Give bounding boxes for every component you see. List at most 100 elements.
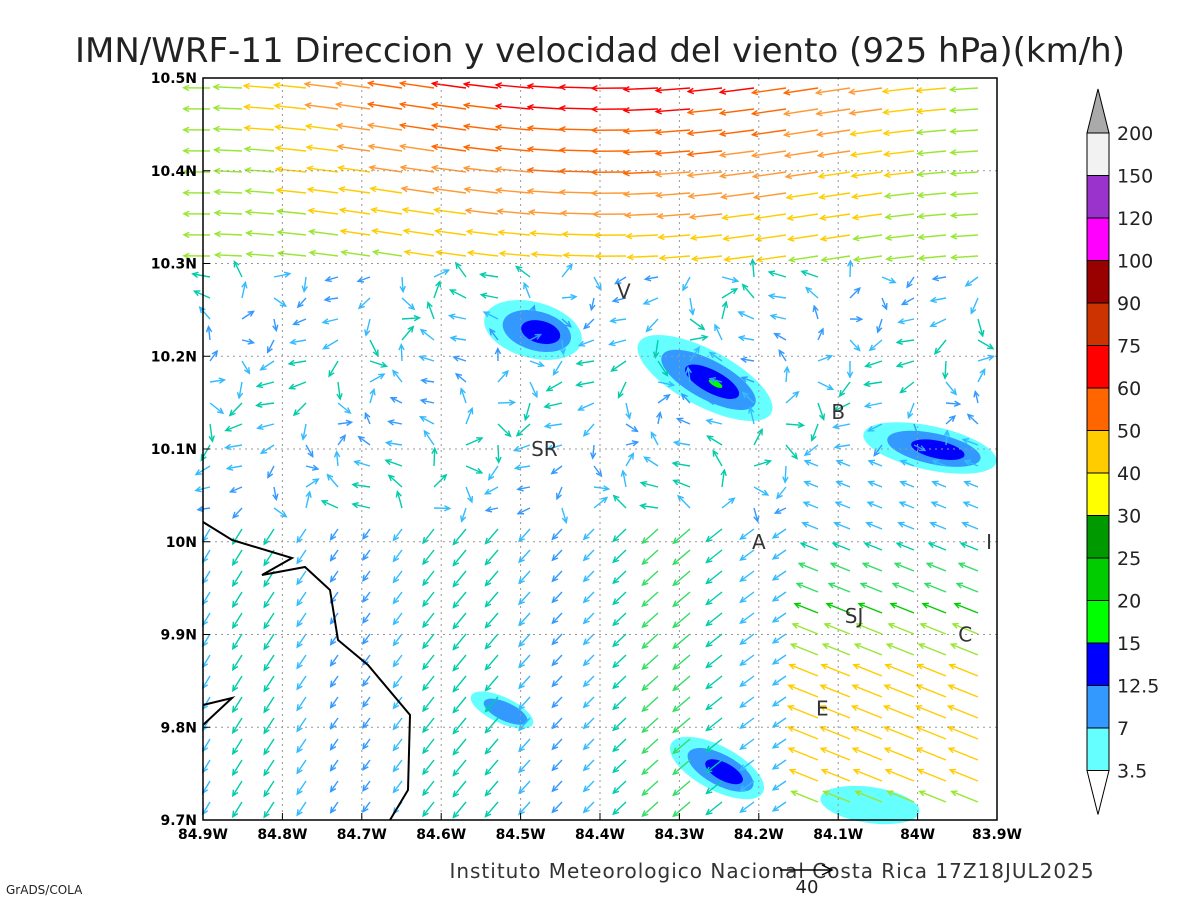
wind-vector <box>363 676 370 686</box>
wind-vector <box>626 441 638 446</box>
wind-vector <box>528 126 562 131</box>
wind-vector <box>740 739 754 749</box>
wind-vector <box>481 273 498 278</box>
wind-vector <box>336 102 370 109</box>
wind-vector <box>773 781 786 790</box>
wind-vector <box>434 506 450 511</box>
wind-vector <box>673 461 690 466</box>
map-title: IMN/WRF-11 Direccion y velocidad del vie… <box>75 31 1125 71</box>
wind-vector <box>865 543 882 550</box>
wind-vector <box>822 769 850 781</box>
wind-vector <box>642 634 658 648</box>
wind-vector <box>402 327 413 340</box>
x-tick-label: 84.5W <box>496 827 546 843</box>
y-tick-label: 10.1N <box>151 442 197 458</box>
wind-vector <box>674 441 690 446</box>
wind-vector <box>792 791 818 802</box>
wind-vector <box>563 232 594 237</box>
wind-vector <box>486 613 498 628</box>
wind-vector <box>917 88 946 93</box>
wind-vector <box>658 395 669 403</box>
wind-vector <box>370 361 387 367</box>
wind-vector <box>210 403 223 413</box>
colorbar-label: 12.5 <box>1117 676 1159 698</box>
wind-vector <box>793 624 818 634</box>
wind-vector <box>613 697 626 709</box>
wind-vector <box>786 445 797 458</box>
wind-vector <box>642 739 658 753</box>
colorbar-swatch <box>1087 601 1109 644</box>
wind-vector <box>456 374 466 382</box>
wind-vector <box>464 103 498 109</box>
wind-vector <box>821 748 850 760</box>
wind-vector <box>918 172 946 177</box>
wind-vector <box>233 739 242 754</box>
wind-vector <box>613 571 626 583</box>
wind-vector <box>689 193 722 199</box>
wind-vector <box>886 769 914 781</box>
wind-vector <box>325 297 338 302</box>
wind-vector <box>584 655 594 665</box>
wind-vector <box>829 583 850 592</box>
wind-vector <box>468 251 498 256</box>
wind-vector <box>264 655 274 670</box>
wind-vector <box>203 571 210 583</box>
wind-vector <box>193 272 210 277</box>
colorbar-swatch <box>1087 218 1109 261</box>
wind-vector <box>432 145 466 151</box>
wind-vector <box>821 685 850 697</box>
place-label: E <box>816 697 829 721</box>
wind-vector <box>961 543 978 550</box>
wind-vector <box>203 739 210 751</box>
wind-vector <box>519 592 530 604</box>
wind-vector <box>261 361 274 370</box>
wind-vector <box>464 82 498 88</box>
wind-vector <box>453 634 466 649</box>
wind-vector <box>885 748 914 760</box>
wind-vector <box>720 109 754 115</box>
wind-vector <box>363 571 370 581</box>
wind-vector <box>773 697 786 706</box>
wind-vector <box>386 441 402 446</box>
place-label: SR <box>531 437 558 461</box>
wind-vector <box>233 508 242 518</box>
wind-vector <box>275 83 306 88</box>
wind-vector <box>264 802 274 817</box>
y-tick-label: 10.3N <box>151 257 197 273</box>
wind-vector <box>743 285 754 298</box>
wind-vector <box>644 298 658 304</box>
wind-vector <box>277 188 306 193</box>
wind-vector <box>363 697 370 707</box>
wind-vector <box>919 644 946 655</box>
wind-vector <box>884 706 914 718</box>
wind-vector <box>297 655 306 668</box>
wind-vector <box>233 781 242 796</box>
wind-vector <box>949 748 978 760</box>
wind-vector <box>584 676 594 686</box>
wind-vector <box>964 502 978 508</box>
wind-vector <box>560 106 594 111</box>
wind-vector <box>754 508 759 521</box>
wind-vector <box>297 676 306 689</box>
wind-vector <box>818 355 832 361</box>
wind-vector <box>901 481 914 487</box>
wind-vector <box>884 151 914 156</box>
wind-vector <box>971 298 978 313</box>
wind-vector <box>834 424 850 429</box>
wind-vector <box>331 802 338 813</box>
wind-vector <box>394 529 402 540</box>
wind-vector <box>207 327 212 340</box>
wind-vector <box>545 403 562 408</box>
wind-vector <box>614 496 626 508</box>
wind-vector <box>306 103 338 109</box>
wind-vector <box>274 508 286 517</box>
wind-vector <box>368 123 402 130</box>
wind-vector <box>769 294 786 299</box>
wind-vector <box>706 655 722 667</box>
wind-vector <box>899 522 914 529</box>
wind-vector <box>584 802 594 812</box>
wind-vector <box>706 529 722 541</box>
wind-vector <box>297 781 306 794</box>
wind-vector <box>801 543 818 550</box>
